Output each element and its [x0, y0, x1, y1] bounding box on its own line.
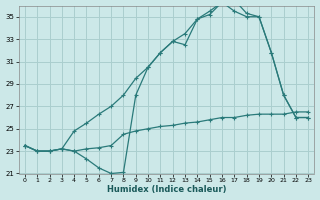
X-axis label: Humidex (Indice chaleur): Humidex (Indice chaleur) [107, 185, 226, 194]
